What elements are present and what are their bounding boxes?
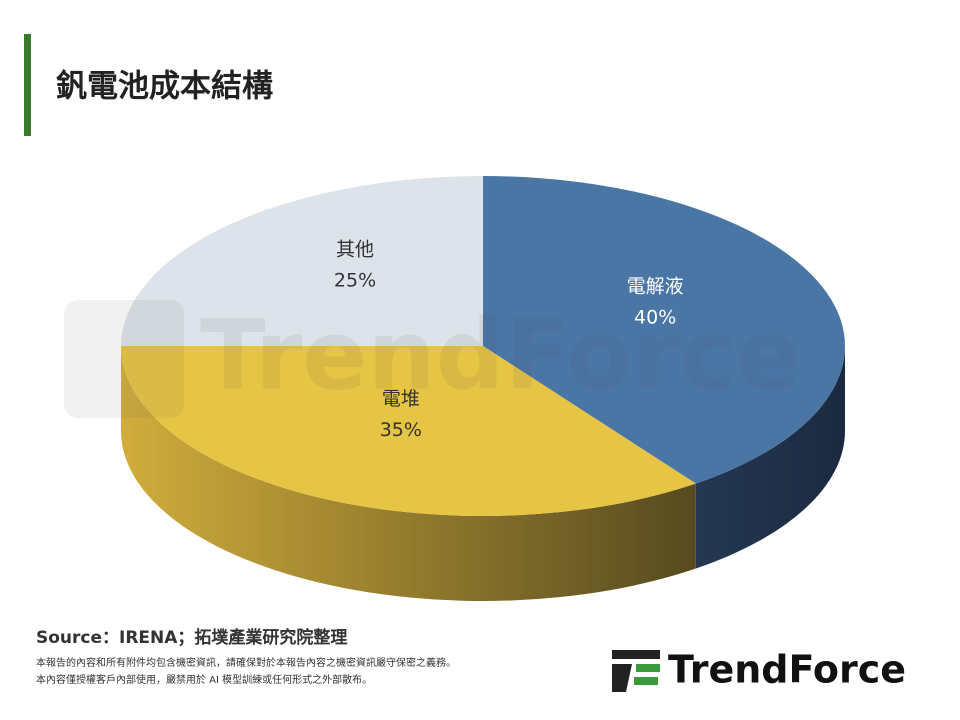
slice-side [695,346,845,569]
slice-side [121,346,696,602]
slice [121,346,696,517]
slice-label: 電解液 [627,276,684,298]
slice [121,176,483,346]
logo-text: TrendForce [668,648,906,692]
watermark: TrendForce [64,299,801,418]
disclaimer: 本內容僅授權客戶內部使用，嚴禁用於 AI 模型訓練或任何形式之外部散布。 [36,673,372,686]
logo-icon [612,650,660,692]
source: Source：IRENA；拓墣產業研究院整理 [36,627,347,648]
slice-label: 電堆 [382,388,420,410]
value-label: 25% [334,269,376,291]
watermark-text: TrendForce [200,299,801,411]
title-bar [24,34,31,136]
slice [483,176,846,484]
value-label: 40% [634,307,676,329]
chart-title: 釩電池成本結構 [56,69,273,105]
value-label: 35% [380,419,422,441]
disclaimer: 本報告的內容和所有附件均包含機密資訊，請確保對於本報告內容之機密資訊嚴守保密之義… [36,656,456,669]
slice-label: 其他 [336,238,374,260]
